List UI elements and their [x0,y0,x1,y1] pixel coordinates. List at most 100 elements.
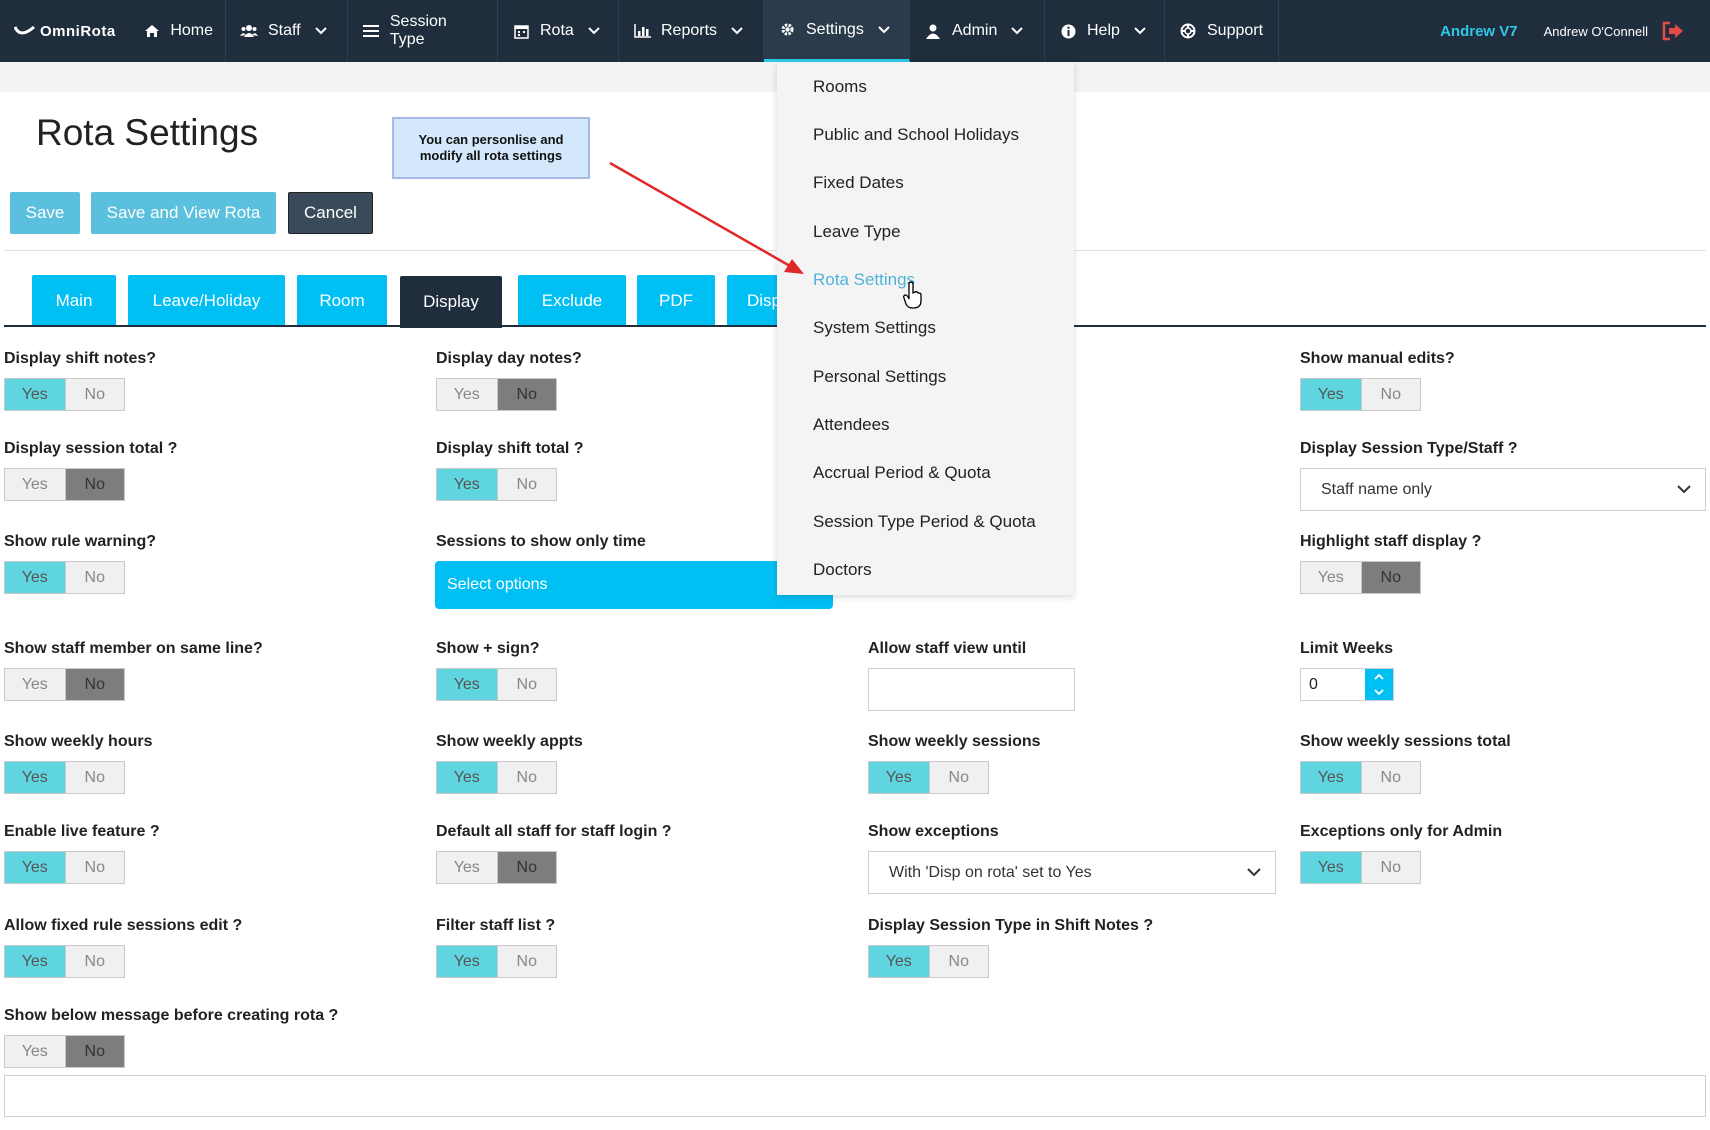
yes-option[interactable]: Yes [5,762,65,793]
yes-option[interactable]: Yes [437,852,497,883]
menu-item-fixed-dates[interactable]: Fixed Dates [813,173,904,192]
yes-option[interactable]: Yes [1301,562,1361,593]
show-weekly-hours-toggle[interactable]: Yes No [4,761,125,794]
menu-item-rooms[interactable]: Rooms [813,77,867,96]
yes-option[interactable]: Yes [5,669,65,700]
show-staff-same-line-toggle[interactable]: Yes No [4,668,125,701]
limit-weeks-input[interactable]: 0 [1300,668,1394,701]
save-and-view-rota-button[interactable]: Save and View Rota [91,192,276,234]
nav-home[interactable]: Home [130,0,226,62]
rota-message-textarea[interactable] [4,1075,1706,1117]
no-option[interactable]: No [64,852,124,883]
no-option[interactable]: No [64,469,124,500]
menu-item-accrual-quota[interactable]: Accrual Period & Quota [813,463,991,482]
nav-settings[interactable]: Settings [764,0,910,62]
no-option[interactable]: No [1360,762,1420,793]
yes-option[interactable]: Yes [5,469,65,500]
show-message-before-rota-toggle[interactable]: Yes No [4,1035,125,1068]
display-shift-notes-toggle[interactable]: Yes No [4,378,125,411]
allow-fixed-rule-edit-toggle[interactable]: Yes No [4,945,125,978]
display-day-notes-toggle[interactable]: Yes No [436,378,557,411]
nav-support[interactable]: Support [1165,0,1279,62]
no-option[interactable]: No [496,379,556,410]
yes-option[interactable]: Yes [5,946,65,977]
menu-item-leave-type[interactable]: Leave Type [813,222,901,241]
no-option[interactable]: No [1360,852,1420,883]
spin-down-icon[interactable] [1365,685,1393,701]
nav-reports[interactable]: Reports [619,0,764,62]
no-option[interactable]: No [64,762,124,793]
yes-option[interactable]: Yes [1301,762,1361,793]
show-plus-sign-toggle[interactable]: Yes No [436,668,557,701]
yes-option[interactable]: Yes [5,379,65,410]
menu-item-system-settings[interactable]: System Settings [813,318,936,337]
display-session-type-staff-select[interactable]: Staff name only [1300,468,1706,511]
save-button[interactable]: Save [10,192,80,234]
exceptions-only-admin-toggle[interactable]: Yes No [1300,851,1421,884]
yes-option[interactable]: Yes [5,1036,65,1067]
tab-display[interactable]: Display [400,276,502,328]
menu-item-doctors[interactable]: Doctors [813,560,872,579]
yes-option[interactable]: Yes [869,762,929,793]
menu-item-holidays[interactable]: Public and School Holidays [813,125,1020,144]
nav-staff[interactable]: Staff [226,0,348,62]
no-option[interactable]: No [1360,562,1420,593]
enable-live-feature-toggle[interactable]: Yes No [4,851,125,884]
yes-option[interactable]: Yes [5,852,65,883]
user-short-name[interactable]: Andrew V7 [1440,22,1518,40]
allow-staff-view-until-input[interactable] [868,668,1075,711]
show-exceptions-select[interactable]: With 'Disp on rota' set to Yes [868,851,1276,894]
no-option[interactable]: No [64,562,124,593]
no-option[interactable]: No [496,852,556,883]
tab-exclude[interactable]: Exclude [518,275,626,327]
yes-option[interactable]: Yes [437,762,497,793]
display-session-total-toggle[interactable]: Yes No [4,468,125,501]
show-weekly-sessions-toggle[interactable]: Yes No [868,761,989,794]
user-full-name[interactable]: Andrew O'Connell [1543,23,1648,39]
logout-icon[interactable] [1662,21,1684,41]
no-option[interactable]: No [496,469,556,500]
no-option[interactable]: No [1360,379,1420,410]
menu-item-attendees[interactable]: Attendees [813,415,890,434]
menu-item-rota-settings[interactable]: Rota Settings [813,270,916,289]
no-option[interactable]: No [64,669,124,700]
no-option[interactable]: No [496,669,556,700]
show-weekly-appts-toggle[interactable]: Yes No [436,761,557,794]
show-manual-edits-toggle[interactable]: Yes No [1300,378,1421,411]
tab-main[interactable]: Main [32,275,116,327]
filter-staff-list-toggle[interactable]: Yes No [436,945,557,978]
yes-option[interactable]: Yes [437,669,497,700]
tab-disp[interactable]: Disp [727,275,782,327]
highlight-staff-display-toggle[interactable]: Yes No [1300,561,1421,594]
yes-option[interactable]: Yes [437,946,497,977]
nav-session-type[interactable]: Session Type [348,0,498,62]
yes-option[interactable]: Yes [1301,852,1361,883]
menu-item-session-type-quota[interactable]: Session Type Period & Quota [813,512,1036,531]
no-option[interactable]: No [64,379,124,410]
display-shift-total-toggle[interactable]: Yes No [436,468,557,501]
tab-room[interactable]: Room [297,275,387,327]
no-option[interactable]: No [928,946,988,977]
yes-option[interactable]: Yes [869,946,929,977]
yes-option[interactable]: Yes [1301,379,1361,410]
cancel-button[interactable]: Cancel [288,192,373,234]
show-weekly-sessions-total-toggle[interactable]: Yes No [1300,761,1421,794]
yes-option[interactable]: Yes [437,379,497,410]
no-option[interactable]: No [64,1036,124,1067]
yes-option[interactable]: Yes [5,562,65,593]
tab-leave-holiday[interactable]: Leave/Holiday [128,275,285,327]
menu-item-personal-settings[interactable]: Personal Settings [813,367,947,386]
no-option[interactable]: No [496,946,556,977]
nav-help[interactable]: Help [1045,0,1165,62]
limit-weeks-spinner[interactable] [1365,669,1393,700]
no-option[interactable]: No [64,946,124,977]
nav-rota[interactable]: Rota [498,0,619,62]
default-all-staff-login-toggle[interactable]: Yes No [436,851,557,884]
spin-up-icon[interactable] [1365,669,1393,685]
nav-admin[interactable]: Admin [910,0,1045,62]
omnirota-logo[interactable]: OmniRota [0,23,130,40]
tab-pdf[interactable]: PDF [637,275,715,327]
yes-option[interactable]: Yes [437,469,497,500]
show-rule-warning-toggle[interactable]: Yes No [4,561,125,594]
no-option[interactable]: No [496,762,556,793]
